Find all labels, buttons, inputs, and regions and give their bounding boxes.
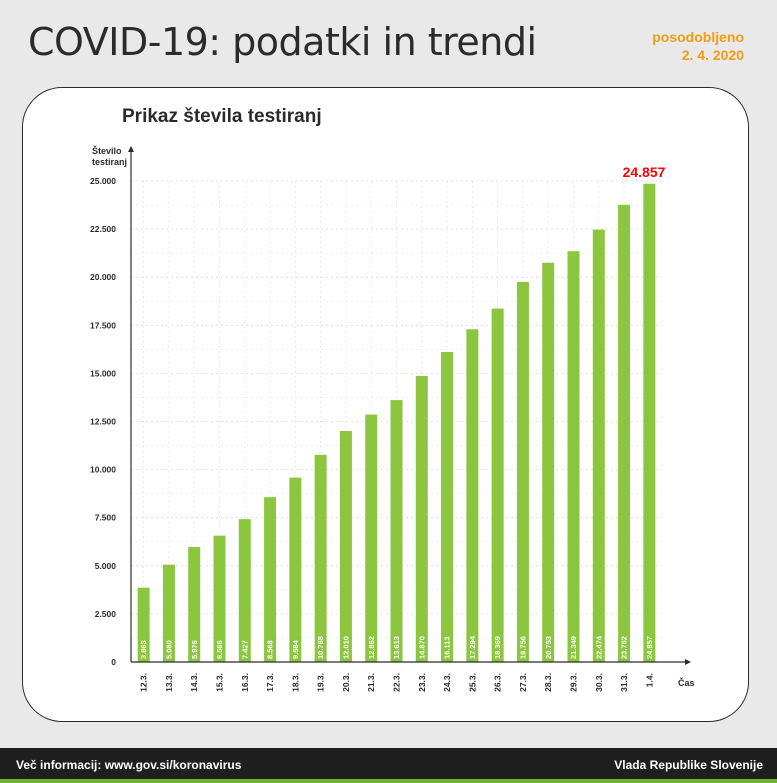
bar xyxy=(618,204,631,662)
bar-value-label: 23.762 xyxy=(620,636,629,659)
y-tick-label: 15.000 xyxy=(90,368,116,378)
y-tick-label: 22.500 xyxy=(90,224,116,234)
bar xyxy=(542,262,555,662)
footer-accent-strip xyxy=(0,779,777,783)
x-tick-label: 14.3. xyxy=(189,673,199,692)
x-tick-label: 23.3. xyxy=(417,673,427,692)
x-tick-label: 30.3. xyxy=(594,673,604,692)
bar-value-label: 24.857 xyxy=(645,636,654,659)
bar xyxy=(567,251,580,662)
x-axis-arrow xyxy=(685,659,691,665)
bar xyxy=(441,351,454,662)
bar xyxy=(415,375,428,662)
y-tick-label: 12.500 xyxy=(90,417,116,427)
footer-publisher: Vlada Republike Slovenije xyxy=(614,758,763,772)
bar-value-label: 5.976 xyxy=(190,640,199,659)
x-tick-labels: 12.3. 13.3. 14.3. 15.3. 16.3. 17.3. 18.3. 19.3.… xyxy=(139,673,655,692)
y-tick-label: 25.000 xyxy=(90,176,116,186)
bar xyxy=(592,229,605,663)
bar-value-label: 20.753 xyxy=(544,636,553,659)
update-info: posodobljeno 2. 4. 2020 xyxy=(652,28,744,64)
x-tick-label: 1.4. xyxy=(644,673,654,687)
bar xyxy=(314,454,327,662)
y-tick-label: 2.500 xyxy=(95,609,117,619)
bar-value-label: 13.613 xyxy=(392,636,401,659)
y-tick-label: 7.500 xyxy=(95,513,117,523)
updated-label: posodobljeno xyxy=(652,29,744,45)
bar xyxy=(643,183,656,662)
bar xyxy=(238,519,251,662)
x-tick-label: 12.3. xyxy=(139,673,149,692)
y-tick-label: 10.000 xyxy=(90,465,116,475)
value-labels: 3.863 5.060 5.976 6.566 7.427 8.568 9.584 10.76… xyxy=(139,635,654,659)
x-tick-label: 29.3. xyxy=(569,673,579,692)
x-tick-label: 13.3. xyxy=(164,673,174,692)
x-tick-label: 24.3. xyxy=(442,673,452,692)
bar xyxy=(339,430,352,662)
footer: Več informacij: www.gov.si/koronavirus V… xyxy=(0,748,777,783)
x-tick-label: 27.3. xyxy=(518,673,528,692)
bar-value-label: 8.568 xyxy=(266,640,275,659)
x-tick-label: 22.3. xyxy=(392,673,402,692)
bar-value-label: 19.756 xyxy=(519,636,528,659)
y-tick-label: 20.000 xyxy=(90,272,116,282)
x-tick-label: 20.3. xyxy=(341,673,351,692)
bar-value-label: 17.294 xyxy=(468,635,477,659)
x-tick-label: 26.3. xyxy=(493,673,503,692)
bar xyxy=(289,477,302,662)
bar xyxy=(516,281,529,662)
x-tick-label: 19.3. xyxy=(316,673,326,692)
page-title: COVID-19: podatki in trendi xyxy=(28,20,537,64)
x-tick-label: 15.3. xyxy=(215,673,225,692)
x-axis-label: Čas xyxy=(678,677,695,688)
x-tick-label: 31.3. xyxy=(619,673,629,692)
bar xyxy=(162,564,175,662)
y-axis-arrow xyxy=(128,146,134,152)
bar xyxy=(491,308,504,662)
bar-value-label: 16.113 xyxy=(443,636,452,659)
bar-value-label: 9.584 xyxy=(291,639,300,659)
bar xyxy=(365,414,378,662)
bar-value-label: 12.010 xyxy=(342,636,351,659)
y-tick-labels: 0 2.500 5.000 7.500 10.000 12.500 15.000 17.500… xyxy=(90,176,116,667)
x-tick-label: 18.3. xyxy=(290,673,300,692)
y-tick-label: 5.000 xyxy=(95,561,117,571)
x-tick-label: 17.3. xyxy=(265,673,275,692)
bar-value-label: 22.474 xyxy=(594,635,603,659)
footer-info-link[interactable]: Več informacij: www.gov.si/koronavirus xyxy=(16,758,242,772)
highlight-value-label: 24.857 xyxy=(623,164,666,180)
bar-value-label: 21.349 xyxy=(569,636,578,659)
x-tick-label: 28.3. xyxy=(543,673,553,692)
bar xyxy=(213,535,226,662)
bar-value-label: 12.862 xyxy=(367,636,376,659)
bar-value-label: 18.369 xyxy=(493,636,502,659)
bar-value-label: 10.768 xyxy=(316,636,325,659)
updated-date: 2. 4. 2020 xyxy=(681,47,744,63)
bar-value-label: 3.863 xyxy=(139,640,148,659)
bar xyxy=(466,329,479,662)
bar xyxy=(137,587,150,662)
y-axis-label-line2: testiranj xyxy=(92,157,127,167)
y-tick-label: 17.500 xyxy=(90,320,116,330)
bar xyxy=(264,497,277,662)
bar-value-label: 14.870 xyxy=(417,636,426,659)
y-axis-label-line1: Število xyxy=(92,145,122,156)
x-tick-label: 21.3. xyxy=(366,673,376,692)
chart-title: Prikaz števila testiranj xyxy=(122,106,322,127)
bars xyxy=(137,183,656,663)
x-tick-label: 25.3. xyxy=(467,673,477,692)
bar-value-label: 5.060 xyxy=(165,640,174,659)
bar-value-label: 6.566 xyxy=(215,640,224,659)
bar xyxy=(390,400,403,662)
bar-value-label: 7.427 xyxy=(240,640,249,659)
y-tick-label: 0 xyxy=(111,657,116,667)
bar xyxy=(188,547,201,662)
x-tick-label: 16.3. xyxy=(240,673,250,692)
